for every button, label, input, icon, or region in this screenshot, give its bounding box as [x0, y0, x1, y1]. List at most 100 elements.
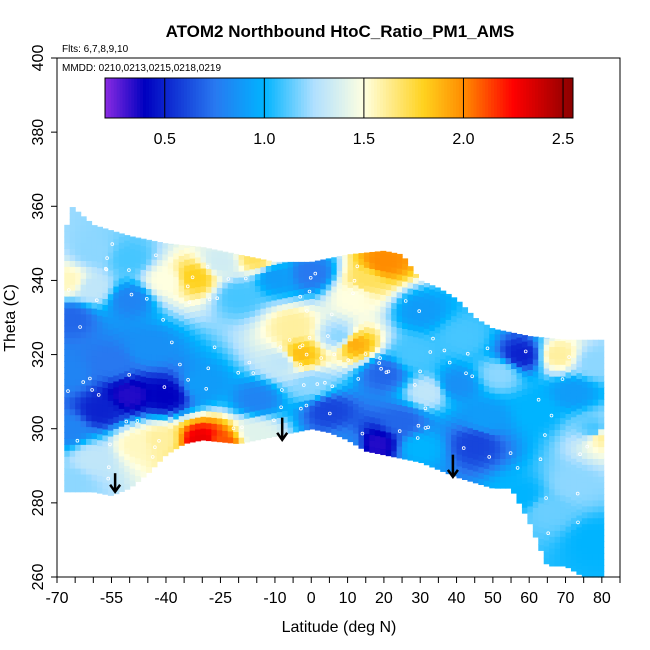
heatmap-cell [347, 429, 354, 437]
heatmap-cell [353, 308, 360, 315]
heatmap-cell [581, 505, 588, 513]
heatmap-cell [549, 476, 556, 484]
heatmap-cell [538, 449, 545, 456]
heatmap-cell [309, 375, 316, 383]
heatmap-cell [549, 352, 556, 359]
heatmap-cell [222, 323, 229, 331]
heatmap-cell [363, 320, 370, 328]
heatmap-cell [140, 470, 147, 478]
heatmap-cell [102, 476, 109, 483]
heatmap-cell [195, 345, 202, 353]
heatmap-cell [91, 397, 98, 404]
heatmap-cell [287, 391, 294, 398]
heatmap-cell [543, 504, 550, 511]
heatmap-cell [374, 388, 381, 395]
heatmap-cell [200, 345, 207, 352]
heatmap-cell [560, 393, 567, 401]
heatmap-cell [156, 336, 163, 344]
heatmap-cell [385, 360, 392, 368]
heatmap-cell [516, 443, 523, 451]
heatmap-cell [135, 267, 142, 275]
heatmap-cell [374, 423, 381, 431]
heatmap-cell [151, 324, 158, 331]
heatmap-cell [233, 419, 240, 427]
heatmap-cell [205, 333, 212, 341]
heatmap-cell [303, 346, 311, 354]
heatmap-cell [216, 411, 223, 419]
heatmap-cell [331, 345, 338, 352]
heatmap-cell [396, 315, 403, 322]
heatmap-cell [521, 388, 528, 396]
heatmap-cell [287, 326, 294, 333]
heatmap-cell [222, 418, 229, 425]
heatmap-cell [249, 310, 256, 317]
heatmap-cell [129, 242, 136, 250]
heatmap-cell [96, 487, 103, 494]
heatmap-cell [64, 396, 71, 404]
heatmap-cell [200, 339, 207, 346]
heatmap-cell [113, 291, 120, 299]
heatmap-cell [151, 348, 158, 355]
heatmap-cell [570, 422, 578, 430]
heatmap-cell [216, 376, 223, 383]
heatmap-cell [145, 460, 153, 467]
heatmap-cell [554, 524, 561, 531]
heatmap-cell [527, 511, 534, 519]
heatmap-cell [80, 468, 87, 475]
sample-marker [356, 377, 361, 381]
heatmap-cell [462, 378, 469, 386]
heatmap-cell [151, 395, 158, 403]
heatmap-cell [178, 273, 185, 280]
heatmap-cell [494, 339, 501, 347]
heatmap-cell [167, 321, 174, 328]
heatmap-cell [538, 532, 545, 540]
heatmap-cell [576, 544, 583, 552]
colorbar-segment [520, 78, 524, 118]
heatmap-cell [184, 359, 191, 367]
colorbar-segment [359, 78, 363, 118]
heatmap-cell [489, 469, 496, 477]
heatmap-cell [581, 339, 588, 347]
sample-marker [95, 298, 99, 303]
heatmap-cell [118, 307, 125, 315]
heatmap-cell [391, 272, 398, 280]
heatmap-cell [135, 237, 142, 239]
heatmap-cell [489, 434, 496, 441]
heatmap-cell [598, 571, 605, 578]
heatmap-cell [254, 273, 262, 281]
sample-marker [127, 268, 131, 272]
heatmap-cell [129, 450, 136, 457]
heatmap-cell [233, 265, 240, 272]
heatmap-cell [440, 453, 447, 461]
heatmap-cell [576, 390, 583, 397]
heatmap-cell [107, 299, 114, 307]
heatmap-cell [374, 251, 381, 253]
heatmap-cell [265, 407, 272, 415]
heatmap-cell [96, 332, 103, 340]
heatmap-cell [325, 414, 332, 421]
heatmap-cell [151, 276, 158, 284]
heatmap-cell [145, 258, 153, 266]
heatmap-cell [211, 435, 218, 442]
heatmap-cell [412, 295, 420, 302]
heatmap-cell [494, 458, 501, 465]
heatmap-cell [200, 333, 207, 340]
heatmap-cell [189, 263, 196, 271]
heatmap-cell [282, 380, 289, 388]
heatmap-cell [505, 410, 512, 418]
heatmap-cell [462, 307, 469, 314]
colorbar-segment [526, 78, 530, 118]
heatmap-cell [293, 307, 300, 314]
heatmap-cell [342, 403, 349, 410]
heatmap-cell [521, 394, 528, 401]
sample-marker [305, 309, 309, 313]
heatmap-cell [380, 418, 387, 426]
heatmap-cell [494, 428, 501, 436]
heatmap-cell [336, 400, 343, 408]
heatmap-cell [369, 434, 376, 441]
heatmap-cell [456, 442, 463, 449]
heatmap-cell [521, 412, 528, 419]
heatmap-cell [423, 304, 430, 312]
heatmap-field [64, 207, 605, 578]
colorbar-segment [125, 78, 129, 118]
